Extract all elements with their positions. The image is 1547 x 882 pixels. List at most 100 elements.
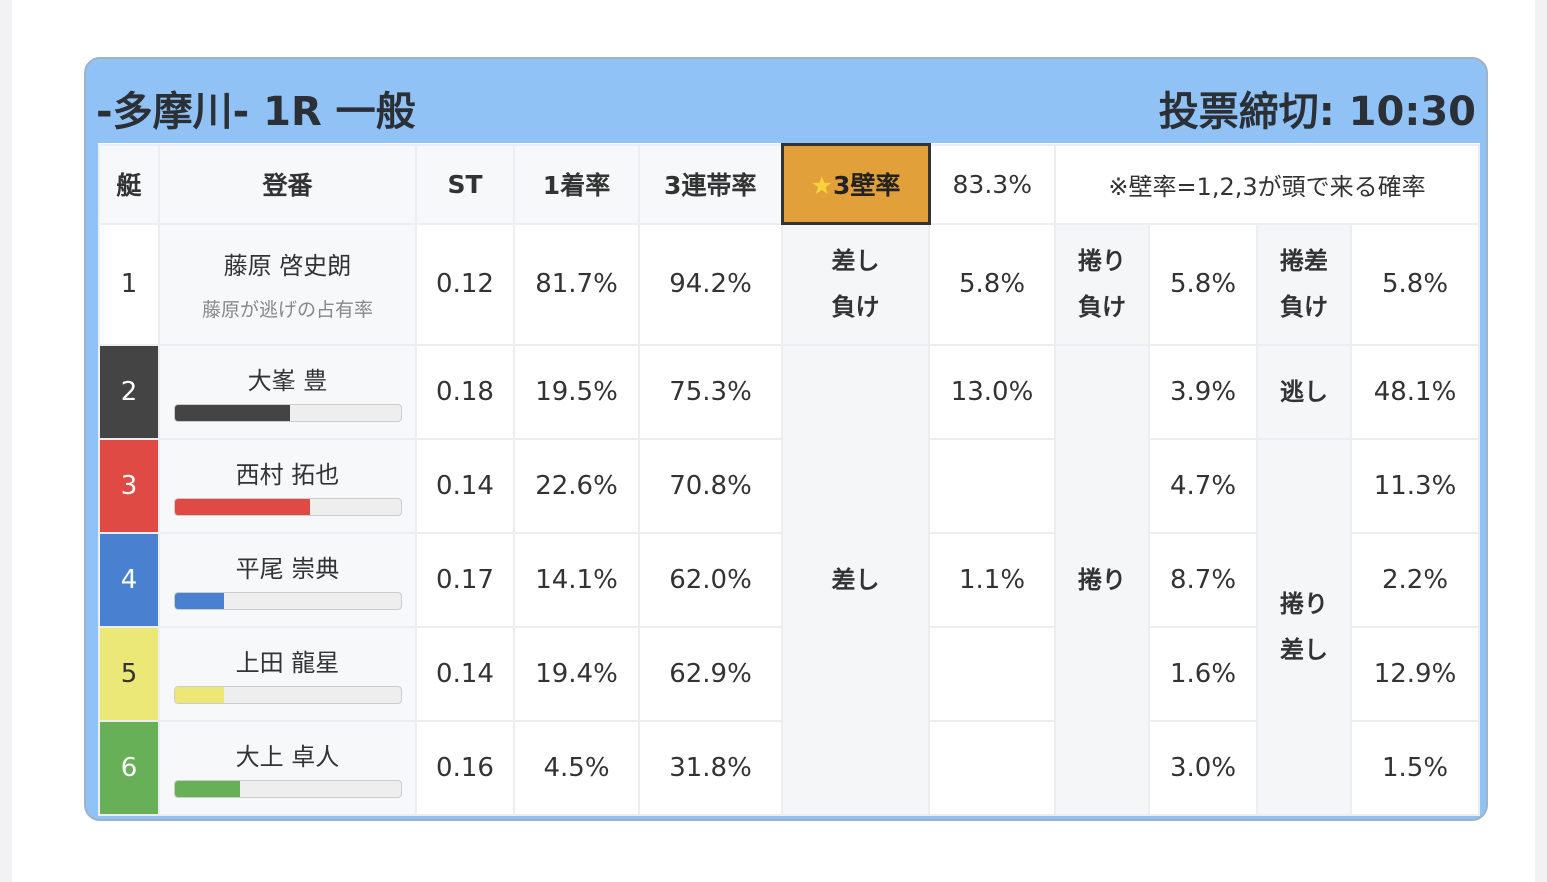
boat-number: 4: [98, 531, 160, 628]
text: 0.16: [436, 752, 494, 783]
text: 14.1%: [535, 564, 618, 595]
text: 1.1%: [958, 564, 1026, 595]
text: 13.0%: [950, 376, 1034, 407]
win-rate-cell: 22.6%: [513, 437, 640, 534]
win-rate-cell: 19.5%: [513, 343, 640, 440]
st-cell: 0.16: [415, 719, 515, 816]
racer-cell: 平尾 崇典: [158, 531, 417, 628]
st-cell: 0.18: [415, 343, 515, 440]
top3-rate-cell: 31.8%: [638, 719, 783, 816]
makuri-value: 3.0%: [1148, 719, 1258, 816]
progress-fill: [174, 405, 290, 421]
text: 70.8%: [669, 470, 752, 501]
racer-sub: 藤原が逃げの占有率: [201, 299, 373, 321]
racer-name: 西村 拓也: [235, 461, 340, 489]
win-rate-cell: 14.1%: [513, 531, 640, 628]
text: 差し負け: [831, 247, 880, 322]
text: 捲り負け: [1078, 247, 1126, 321]
progress-bar: [173, 498, 402, 516]
header-row: 艇 登番 ST 1着率 3連帯率 ★3壁率 83.3% ※壁率=1,2,3が頭で…: [98, 143, 1480, 225]
text: 0.12: [436, 269, 494, 299]
text: 19.5%: [535, 376, 618, 407]
col-top3: 3連帯率: [638, 143, 783, 225]
text: 2.2%: [1381, 564, 1449, 595]
racer-name: 大上 卓人: [235, 743, 340, 771]
progress-fill: [174, 687, 225, 703]
text: 捲差負け: [1280, 247, 1328, 321]
table-row: 2 大峯 豊 0.18 19.5% 75.3% 差し 13.0% 捲り 3.9% 逃し 48.1%: [98, 343, 1480, 816]
text: 0.14: [436, 470, 494, 501]
text: 48.1%: [1373, 376, 1457, 407]
text: 5.8%: [1381, 269, 1449, 299]
top3-rate-cell: 94.2%: [638, 222, 783, 346]
last-value: 1.5%: [1350, 719, 1480, 816]
table-row: 6 大上 卓人 0.16 4.5% 31.8% 3.0% 1.5%: [98, 719, 1480, 816]
sashi-make-label: 差し負け: [781, 222, 930, 346]
text: 0.18: [436, 376, 494, 407]
progress-bar: [173, 404, 402, 422]
text: 75.3%: [669, 376, 752, 407]
boat-number: 3: [98, 437, 160, 534]
win-rate-cell: 4.5%: [513, 719, 640, 816]
table-row: 4 平尾 崇典 0.17 14.1% 62.0% 1.1% 8.7% 2.2%: [98, 531, 1480, 628]
makurisashi-label: 捲り差し: [1256, 437, 1352, 816]
text: 3.9%: [1169, 376, 1237, 407]
last-value: 11.3%: [1350, 437, 1480, 534]
racer-cell: 大峯 豊: [158, 343, 417, 440]
text: 5.8%: [958, 269, 1026, 299]
text: 62.0%: [669, 564, 752, 595]
top3-rate-cell: 62.0%: [638, 531, 783, 628]
racer-cell: 藤原 啓史朗藤原が逃げの占有率: [158, 222, 417, 346]
top3-rate-cell: 70.8%: [638, 437, 783, 534]
text: 5.8%: [1169, 269, 1237, 299]
text: 0.17: [436, 564, 494, 595]
wall-label: 3壁率: [833, 171, 901, 200]
win-rate-cell: 81.7%: [513, 222, 640, 346]
progress-fill: [174, 593, 225, 609]
text: 0.14: [436, 658, 494, 689]
deadline: 投票締切: 10:30: [1158, 89, 1476, 135]
race-card: -多摩川- 1R 一般 投票締切: 10:30 艇 登番 ST 1着率 3連帯率…: [84, 57, 1488, 821]
sashi-label: 差し: [781, 343, 930, 816]
racer-name: 大峯 豊: [247, 367, 328, 395]
st-cell: 0.14: [415, 625, 515, 722]
racer-cell: 上田 龍星: [158, 625, 417, 722]
makurisashi-make-label: 捲差負け: [1256, 222, 1352, 346]
progress-fill: [174, 499, 311, 515]
makuri-make-label: 捲り負け: [1054, 222, 1150, 346]
sashi-value: [928, 719, 1056, 816]
page: -多摩川- 1R 一般 投票締切: 10:30 艇 登番 ST 1着率 3連帯率…: [12, 0, 1535, 882]
text: 1.6%: [1169, 658, 1237, 689]
st-cell: 0.12: [415, 222, 515, 346]
col-wall: ★3壁率: [780, 143, 931, 225]
makuri-value: 1.6%: [1148, 625, 1258, 722]
text: 1.5%: [1381, 752, 1449, 783]
makuri-label: 捲り: [1054, 343, 1150, 816]
nige-label: 逃し: [1256, 343, 1352, 440]
wall-value: 83.3%: [928, 143, 1056, 225]
text: 62.9%: [669, 658, 752, 689]
last-value: 12.9%: [1350, 625, 1480, 722]
text: 31.8%: [669, 752, 752, 783]
text: 8.7%: [1169, 564, 1237, 595]
makuri-value: 3.9%: [1148, 343, 1258, 440]
last-value: 2.2%: [1350, 531, 1480, 628]
text: 81.7%: [535, 269, 618, 299]
makurisashi-make-value: 5.8%: [1350, 222, 1480, 346]
progress-bar: [173, 780, 402, 798]
racer-name: 藤原 啓史朗: [223, 252, 352, 280]
sashi-value: 13.0%: [928, 343, 1056, 440]
text: 3.0%: [1169, 752, 1237, 783]
top3-rate-cell: 75.3%: [638, 343, 783, 440]
col-name: 登番: [158, 143, 417, 225]
sashi-value: [928, 437, 1056, 534]
col-win: 1着率: [513, 143, 640, 225]
text: 22.6%: [535, 470, 618, 501]
text: 11.3%: [1373, 470, 1457, 501]
top3-rate-cell: 62.9%: [638, 625, 783, 722]
makuri-value: 4.7%: [1148, 437, 1258, 534]
text: 差し: [831, 565, 880, 594]
racer-name: 上田 龍星: [235, 649, 340, 677]
boat-number: 2: [98, 343, 160, 440]
text: 4.5%: [543, 752, 610, 783]
